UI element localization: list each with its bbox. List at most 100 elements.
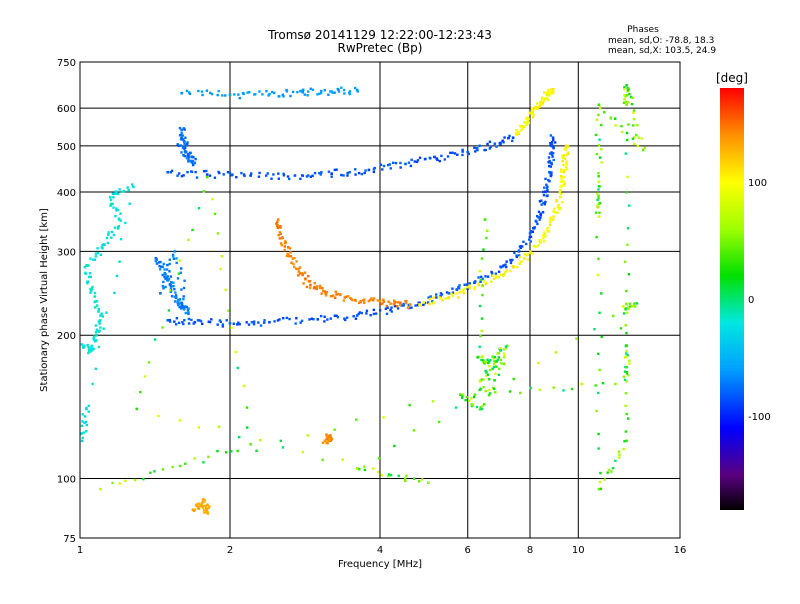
echo-point <box>539 101 542 105</box>
echo-point <box>342 88 346 92</box>
echo-point <box>116 192 120 196</box>
echo-point <box>174 323 178 326</box>
echo-point <box>85 423 88 427</box>
echo-point <box>303 93 306 96</box>
echo-point <box>597 171 600 175</box>
echo-point <box>180 288 183 291</box>
echo-point <box>89 287 92 291</box>
echo-point <box>511 258 514 262</box>
echo-point <box>320 171 323 174</box>
echo-point <box>614 124 617 127</box>
echo-point <box>376 470 380 474</box>
echo-point <box>217 89 220 93</box>
echo-point <box>293 174 297 177</box>
echo-point <box>154 257 158 260</box>
echo-point <box>624 404 627 408</box>
echo-point <box>491 355 494 358</box>
echo-point <box>87 351 90 355</box>
colorbar-tick-label: 0 <box>748 295 754 306</box>
echo-point <box>625 439 628 443</box>
echo-point <box>627 417 630 420</box>
echo-point <box>549 143 552 147</box>
echo-point <box>177 272 181 275</box>
echo-point <box>164 285 167 289</box>
echo-point <box>300 319 304 323</box>
echo-point <box>449 151 452 155</box>
echo-point <box>597 180 601 184</box>
echo-point <box>367 299 371 303</box>
echo-point <box>252 322 256 326</box>
echo-point <box>190 159 193 163</box>
echo-point <box>270 177 273 180</box>
echo-point <box>627 87 631 91</box>
echo-point <box>300 272 304 275</box>
echo-point <box>200 504 203 507</box>
echo-point <box>473 146 476 150</box>
echo-point <box>486 373 490 376</box>
echo-point <box>221 323 225 326</box>
echo-point <box>544 235 547 238</box>
echo-point <box>312 318 315 321</box>
echo-point <box>238 96 241 100</box>
echo-point <box>295 260 298 263</box>
echo-point <box>323 439 327 443</box>
y-tick-label: 100 <box>57 475 76 486</box>
echo-point <box>546 226 549 230</box>
echo-point <box>176 174 179 177</box>
echo-point <box>561 156 565 160</box>
echo-point <box>541 234 545 237</box>
echo-point <box>630 102 634 106</box>
echo-point <box>621 305 625 308</box>
echo-point <box>188 91 191 94</box>
echo-point <box>480 329 483 333</box>
echo-point <box>124 479 127 483</box>
plot-frame <box>79 61 681 539</box>
echo-point <box>534 107 537 111</box>
echo-point <box>335 314 338 317</box>
echo-point <box>434 293 438 296</box>
echo-point <box>318 286 322 290</box>
echo-point <box>116 208 120 212</box>
echo-point <box>495 360 498 363</box>
echo-point <box>285 90 289 93</box>
echo-point <box>539 240 542 243</box>
echo-point <box>492 387 496 391</box>
echo-point <box>624 100 628 104</box>
echo-point <box>480 275 483 279</box>
echo-point <box>363 468 367 472</box>
echo-point <box>227 309 230 312</box>
echo-point <box>427 296 430 299</box>
echo-point <box>84 272 87 275</box>
echo-point <box>488 147 492 150</box>
echo-point <box>290 261 293 264</box>
echo-point <box>550 161 553 165</box>
echo-point <box>191 159 195 163</box>
echo-point <box>86 263 89 267</box>
echo-point <box>437 420 441 424</box>
echo-point <box>333 314 337 317</box>
echo-point <box>548 159 551 163</box>
echo-point <box>625 84 628 87</box>
echo-point <box>301 90 305 94</box>
echo-point <box>483 403 486 406</box>
echo-point <box>180 151 183 154</box>
echo-point <box>273 91 276 95</box>
echo-point <box>97 345 101 349</box>
echo-point <box>564 144 568 148</box>
echo-point <box>595 152 599 156</box>
echo-point <box>90 289 93 293</box>
echo-point <box>637 136 640 139</box>
echo-point <box>183 279 186 282</box>
echo-point <box>461 288 465 292</box>
echo-point <box>279 232 282 236</box>
echo-point <box>202 190 205 193</box>
echo-point <box>224 94 227 97</box>
echo-point <box>81 436 84 440</box>
echo-point <box>169 283 172 287</box>
echo-point <box>250 321 254 324</box>
echo-point <box>119 212 122 215</box>
echo-point <box>297 267 300 271</box>
echo-point <box>451 291 455 294</box>
echo-point <box>173 250 177 253</box>
echo-point <box>487 378 491 381</box>
